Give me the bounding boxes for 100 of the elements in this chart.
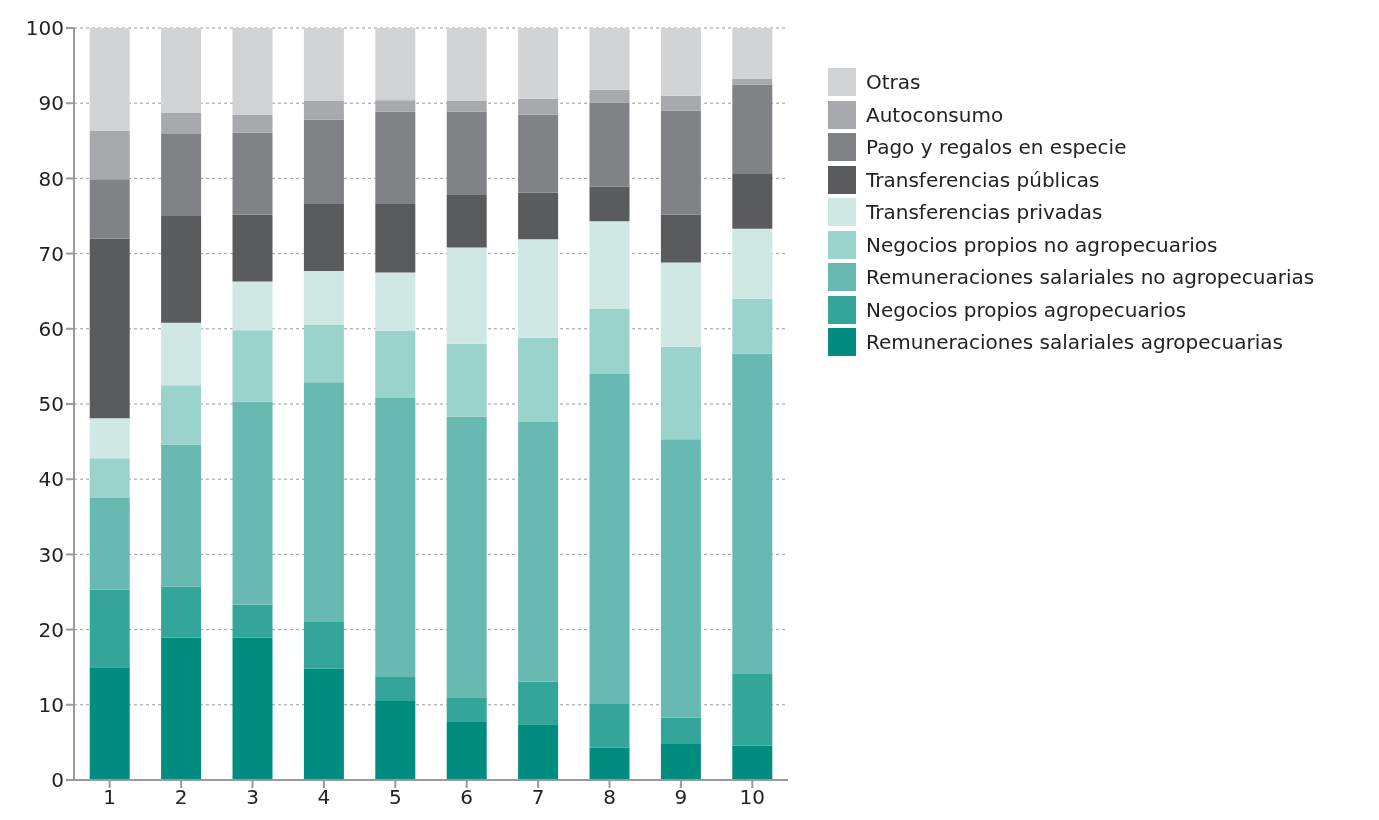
bar: [518, 681, 559, 725]
bar: [89, 28, 130, 132]
bar: [232, 214, 273, 282]
bar: [375, 676, 416, 702]
bar: [660, 262, 701, 347]
bar: [375, 701, 416, 780]
bar: [589, 373, 630, 704]
legend-label: Pago y regalos en especie: [866, 135, 1127, 160]
bar: [518, 114, 559, 193]
bar: [589, 102, 630, 187]
bar: [732, 28, 773, 79]
bar: [518, 28, 559, 99]
x-tick-label: 1: [103, 785, 117, 810]
y-tick-label: 60: [38, 316, 64, 341]
bar: [161, 112, 202, 135]
bar: [89, 458, 130, 498]
bar: [232, 114, 273, 133]
bar: [732, 84, 773, 174]
bar: [89, 589, 130, 668]
bar: [446, 100, 487, 112]
bar: [232, 604, 273, 638]
bar: [161, 385, 202, 445]
x-tick-label: 10: [739, 785, 766, 810]
bar: [89, 418, 130, 459]
bar: [375, 272, 416, 332]
bar: [660, 439, 701, 718]
bar: [232, 132, 273, 215]
y-tick-label: 70: [38, 241, 64, 266]
legend-label: Transferencias públicas: [866, 167, 1100, 192]
bar: [89, 498, 130, 590]
legend-label: Autoconsumo: [866, 102, 1004, 127]
legend-label: Negocios propios no agropecuarios: [866, 232, 1218, 257]
bar: [446, 194, 487, 248]
bar: [446, 416, 487, 698]
bar: [589, 186, 630, 222]
bar: [161, 28, 202, 113]
bar: [375, 203, 416, 273]
bar: [732, 353, 773, 674]
bar: [518, 724, 559, 780]
bar: [89, 179, 130, 239]
x-tick-label: 2: [174, 785, 188, 810]
bar: [161, 322, 202, 386]
legend-label: Transferencias privadas: [866, 200, 1103, 225]
bar: [446, 111, 487, 195]
x-tick-label: 4: [317, 785, 331, 810]
bar: [732, 745, 773, 780]
legend-label: Negocios propios agropecuarios: [866, 297, 1187, 322]
bar: [375, 100, 416, 112]
bar: [232, 637, 273, 780]
bar: [660, 95, 701, 111]
bar: [660, 346, 701, 440]
y-tick-label: 10: [38, 692, 64, 717]
bar: [518, 192, 559, 240]
bar: [660, 214, 701, 263]
bar: [303, 325, 344, 383]
bar: [518, 337, 559, 423]
bar: [303, 119, 344, 204]
bar: [732, 78, 773, 85]
bar: [732, 228, 773, 299]
bar: [232, 28, 273, 115]
bar: [446, 28, 487, 101]
bar: [303, 622, 344, 669]
bar: [375, 111, 416, 204]
bar: [161, 637, 202, 780]
bar: [161, 134, 202, 216]
bar: [660, 110, 701, 215]
x-tick-label: 5: [388, 785, 402, 810]
bar: [375, 331, 416, 398]
bar: [303, 270, 344, 326]
bar: [89, 667, 130, 780]
bar: [589, 221, 630, 309]
y-tick-label: 90: [38, 91, 64, 116]
bar: [375, 28, 416, 101]
bar: [232, 330, 273, 402]
bar: [232, 401, 273, 605]
legend-label: Otras: [866, 70, 921, 95]
bar: [589, 89, 630, 103]
bar: [303, 382, 344, 623]
bar: [660, 717, 701, 744]
bar: [446, 247, 487, 344]
bar: [732, 298, 773, 354]
x-tick-label: 7: [531, 785, 545, 810]
bar: [660, 28, 701, 96]
bar: [446, 697, 487, 723]
y-tick-label: 20: [38, 617, 64, 642]
y-tick-label: 30: [38, 542, 64, 567]
y-tick-label: 0: [51, 768, 64, 793]
bar: [518, 422, 559, 682]
bar: [518, 239, 559, 338]
legend-label: Remuneraciones salariales no agropecuarias: [866, 265, 1315, 290]
y-tick-label: 80: [38, 166, 64, 191]
bar: [732, 673, 773, 746]
y-tick-label: 100: [25, 16, 64, 41]
bar: [161, 586, 202, 638]
bar: [446, 722, 487, 780]
x-tick-label: 8: [603, 785, 616, 810]
x-tick-label: 3: [246, 785, 259, 810]
bar: [589, 703, 630, 748]
bar: [732, 173, 773, 229]
bar: [161, 216, 202, 323]
